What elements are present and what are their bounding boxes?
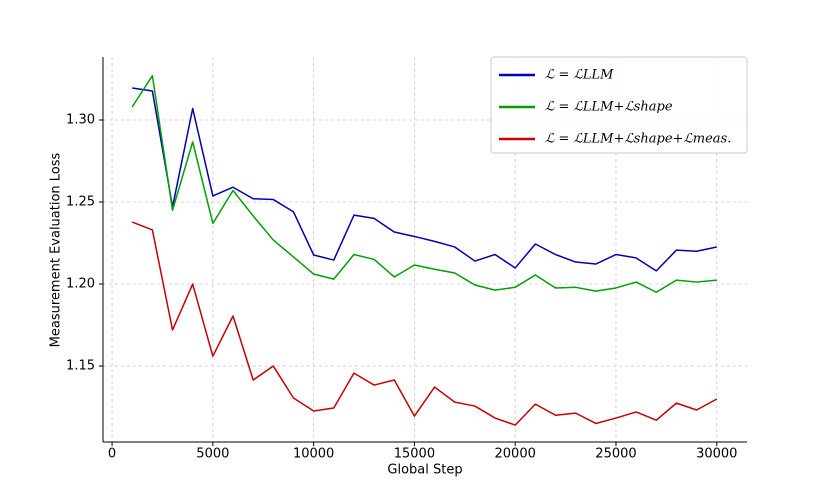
legend-label: ℒ = ℒLLM+ℒshape [545,100,673,115]
x-tick-label: 10000 [293,447,334,462]
x-tick-label: 20000 [495,447,536,462]
y-axis-label: Measurement Evaluation Loss [49,152,64,347]
legend-box [490,56,748,154]
series-line [131,74,717,293]
y-tick-label: 1.15 [66,359,95,374]
y-tick-label: 1.20 [66,277,95,292]
legend-label: ℒ = ℒLLM+ℒshape+ℒmeas. [545,132,731,147]
legend: ℒ = ℒLLM ℒ = ℒLLM+ℒshape ℒ = ℒLLM+ℒshape+ℒ… [490,56,748,154]
x-tick-label: 0 [108,447,116,462]
x-tick-label: 25000 [595,447,636,462]
series-line [131,221,718,426]
x-tick-label: 5000 [196,447,229,462]
x-axis-label: Global Step [387,463,462,478]
y-tick-label: 1.30 [66,112,95,127]
x-tick-label: 30000 [696,447,737,462]
legend-label: ℒ = ℒLLM [545,68,614,83]
x-tick-label: 15000 [394,447,435,462]
series-line [132,87,717,272]
y-tick-label: 1.25 [66,195,95,210]
